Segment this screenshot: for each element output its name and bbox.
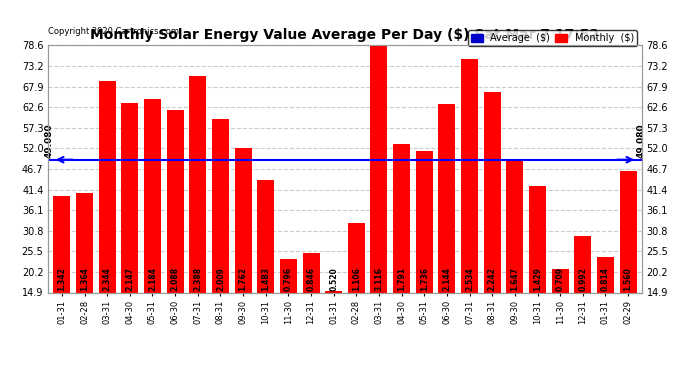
Bar	[76, 194, 93, 350]
Bar	[167, 110, 184, 350]
Text: 1.560: 1.560	[624, 268, 633, 291]
Bar	[371, 0, 388, 350]
Text: 0.709: 0.709	[555, 267, 564, 291]
Text: 0.814: 0.814	[601, 267, 610, 291]
Bar	[552, 269, 569, 350]
Text: 2.242: 2.242	[488, 267, 497, 291]
Text: 2.534: 2.534	[465, 268, 474, 291]
Bar	[574, 236, 591, 350]
Text: 1.647: 1.647	[511, 267, 520, 291]
Bar	[461, 59, 478, 350]
Bar	[302, 253, 319, 350]
Bar	[506, 161, 523, 350]
Bar	[325, 291, 342, 350]
Bar	[189, 76, 206, 350]
Text: 49.080: 49.080	[636, 123, 645, 158]
Bar	[257, 180, 274, 350]
Text: 2.147: 2.147	[126, 267, 135, 291]
Text: 2.388: 2.388	[193, 267, 202, 291]
Text: 1.364: 1.364	[80, 267, 89, 291]
Bar	[53, 196, 70, 350]
Text: 0.846: 0.846	[306, 267, 315, 291]
Text: 1.342: 1.342	[57, 267, 66, 291]
Text: 1.429: 1.429	[533, 267, 542, 291]
Bar	[144, 99, 161, 350]
Text: 2.088: 2.088	[170, 267, 179, 291]
Text: 1.736: 1.736	[420, 267, 428, 291]
Bar	[416, 151, 433, 350]
Text: 1.762: 1.762	[239, 267, 248, 291]
Bar	[280, 259, 297, 350]
Text: 0.796: 0.796	[284, 267, 293, 291]
Text: 1.791: 1.791	[397, 267, 406, 291]
Bar	[438, 104, 455, 350]
Bar	[484, 93, 501, 350]
Text: 3.116: 3.116	[375, 267, 384, 291]
Text: 2.144: 2.144	[442, 267, 451, 291]
Bar	[212, 119, 229, 350]
Bar	[235, 148, 252, 350]
Bar	[121, 104, 138, 350]
Bar	[393, 144, 410, 350]
Legend: Average  ($), Monthly  ($): Average ($), Monthly ($)	[468, 30, 637, 46]
Text: Copyright 2020 Cartronics.com: Copyright 2020 Cartronics.com	[48, 27, 179, 36]
Text: 49.080: 49.080	[45, 123, 54, 158]
Text: 1.483: 1.483	[262, 267, 270, 291]
Text: 1.106: 1.106	[352, 267, 361, 291]
Bar	[99, 81, 116, 350]
Bar	[597, 257, 614, 350]
Bar	[348, 223, 365, 350]
Title: Monthly Solar Energy Value Average Per Day ($) Sat Mar 7 17:52: Monthly Solar Energy Value Average Per D…	[90, 28, 600, 42]
Text: 0.992: 0.992	[578, 267, 587, 291]
Text: 0.520: 0.520	[329, 268, 338, 291]
Text: 2.344: 2.344	[103, 267, 112, 291]
Bar	[529, 186, 546, 350]
Bar	[620, 171, 637, 350]
Text: 2.184: 2.184	[148, 267, 157, 291]
Text: 2.009: 2.009	[216, 267, 225, 291]
